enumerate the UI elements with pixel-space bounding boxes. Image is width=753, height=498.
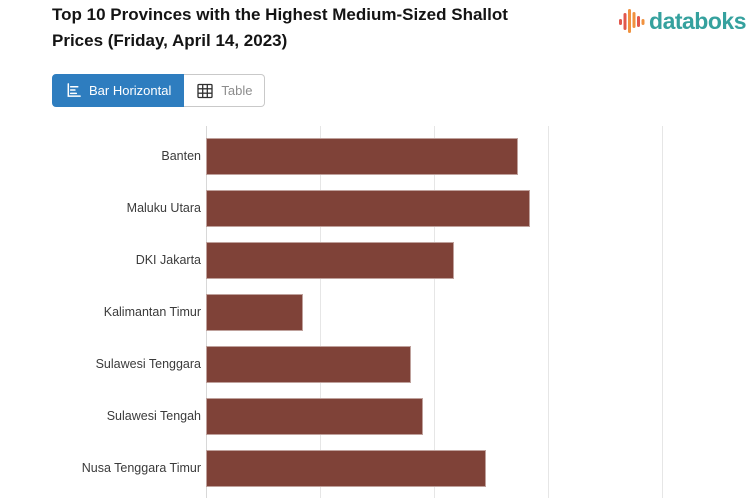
bar-label: Nusa Tenggara Timur — [81, 461, 201, 475]
bar[interactable] — [206, 449, 486, 487]
x-gridline — [434, 126, 435, 498]
chart-row: Sulawesi Tengah — [0, 390, 753, 442]
chart-row: Kalimantan Timur — [0, 286, 753, 338]
bar[interactable] — [206, 397, 423, 435]
bar-track — [206, 390, 753, 442]
bar-horizontal-icon — [67, 83, 81, 97]
bar[interactable] — [206, 345, 411, 383]
bar-horizontal-button[interactable]: Bar Horizontal — [52, 74, 185, 107]
databoks-wordmark: databoks — [649, 7, 746, 34]
bar-horizontal-label: Bar Horizontal — [89, 83, 172, 98]
bar-label: Sulawesi Tenggara — [95, 357, 201, 371]
bar-track — [206, 286, 753, 338]
bar[interactable] — [206, 293, 303, 331]
table-label: Table — [221, 83, 253, 98]
chart-row: Banten — [0, 130, 753, 182]
databoks-logo: databoks — [619, 6, 746, 36]
bar[interactable] — [206, 137, 518, 175]
bar-track — [206, 234, 753, 286]
bar-label: DKI Jakarta — [135, 253, 201, 267]
bar-label: Sulawesi Tengah — [106, 409, 201, 423]
equalizer-bars-icon — [619, 9, 645, 33]
chart-type-toggle: Bar Horizontal Table — [52, 74, 266, 107]
bar-chart: Banten Maluku Utara DKI Jakarta Kalimantan … — [0, 126, 753, 498]
chart-row: Maluku Utara — [0, 182, 753, 234]
bar-label: Maluku Utara — [126, 201, 201, 215]
bar-track — [206, 442, 753, 494]
x-gridline — [320, 126, 321, 498]
bar-label: Banten — [161, 149, 201, 163]
chart-row: Sulawesi Tenggara — [0, 338, 753, 390]
bar-track — [206, 182, 753, 234]
x-gridline — [662, 126, 663, 498]
table-icon — [197, 83, 214, 98]
bar[interactable] — [206, 189, 530, 227]
bar[interactable] — [206, 241, 454, 279]
bar-track — [206, 130, 753, 182]
chart-rows: Banten Maluku Utara DKI Jakarta Kalimantan … — [0, 130, 753, 494]
bar-label: Kalimantan Timur — [103, 305, 201, 319]
table-button[interactable]: Table — [184, 74, 266, 107]
x-gridline — [548, 126, 549, 498]
chart-row: Nusa Tenggara Timur — [0, 442, 753, 494]
page-title: Top 10 Provinces with the Highest Medium… — [52, 5, 508, 51]
chart-row: DKI Jakarta — [0, 234, 753, 286]
bar-track — [206, 338, 753, 390]
